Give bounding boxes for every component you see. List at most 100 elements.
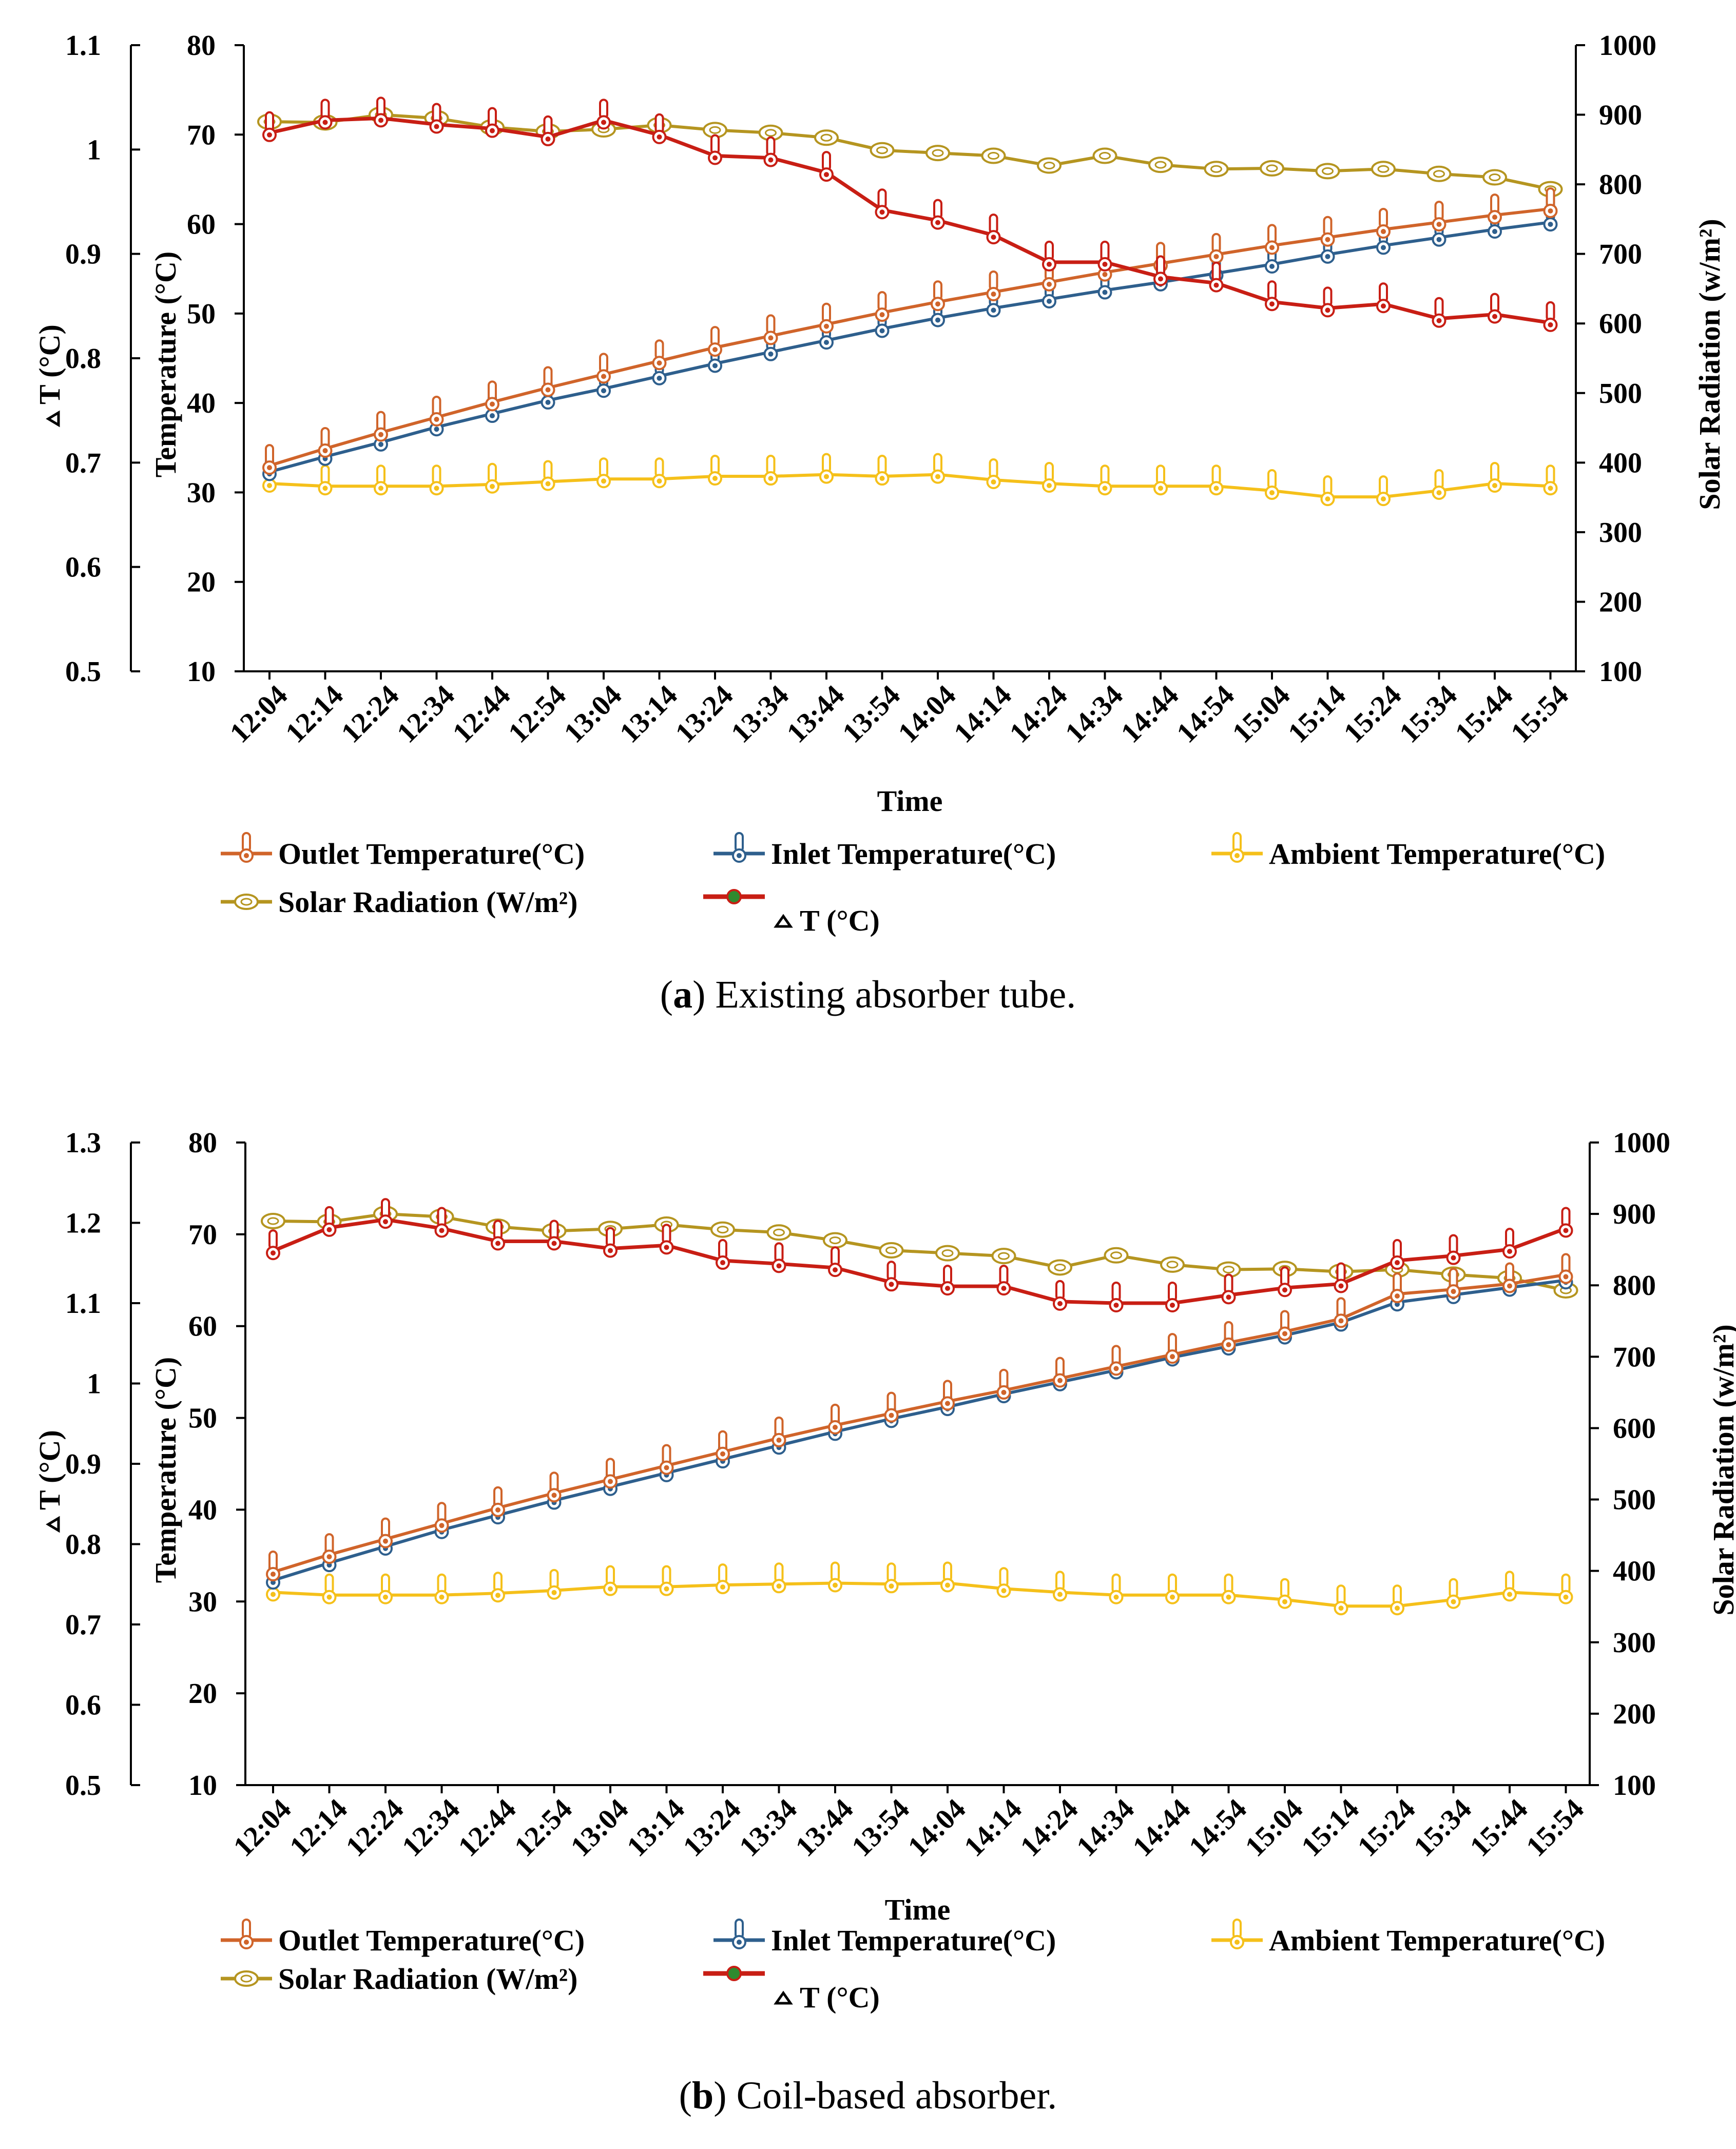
chart-a-point-outlet [1543, 187, 1558, 218]
chart-a-point-outlet [374, 411, 388, 442]
chart-a-point-outlet [1488, 193, 1502, 225]
chart-a-x-tick-label: 13:34 [725, 679, 795, 749]
chart-a-point-dt [763, 136, 778, 167]
chart-a-rad-axis-title: Solar Radiation (w/m²) [1693, 219, 1726, 510]
chart-b-point-dt [771, 1242, 786, 1273]
chart-a-point-ambient [596, 457, 611, 489]
chart-b-point-radiation [1048, 1259, 1072, 1276]
chart-a-point-dt [374, 96, 388, 128]
chart-b-line-inlet [273, 1279, 1566, 1582]
chart-a-point-ambient [652, 457, 667, 489]
chart-b-point-dt [1334, 1262, 1348, 1293]
chart-a-point-radiation [1315, 163, 1340, 180]
chart-b-point-ambient [828, 1561, 842, 1593]
chart-a-x-tick-label: 15:04 [1226, 679, 1296, 749]
chart-a-series-ambient [262, 453, 1558, 507]
chart-a-x-tick-label: 15:34 [1393, 679, 1463, 749]
caption-b: (b) Coil-based absorber. [679, 2074, 1057, 2117]
chart-b-point-dt [266, 1229, 280, 1261]
chart-a-point-radiation [1148, 157, 1173, 173]
chart-b-point-outlet [547, 1472, 562, 1503]
chart-b-point-ambient [1053, 1571, 1067, 1602]
chart-a-legend-ambient: Ambient Temperature(°C) [1211, 832, 1605, 870]
chart-b-rad-tick-label: 100 [1613, 1770, 1656, 1802]
chart-b-point-dt [884, 1261, 899, 1292]
chart-a-point-dt [1432, 297, 1446, 328]
chart-b-point-ambient [996, 1567, 1011, 1598]
chart-a-temp-tick-label: 50 [187, 298, 216, 330]
chart-a-legend-outlet: Outlet Temperature(°C) [221, 832, 585, 870]
chart-b-point-dt [716, 1239, 730, 1270]
chart-b-point-dt [603, 1227, 618, 1258]
chart-b-rad-tick-label: 300 [1613, 1627, 1656, 1659]
chart-a-point-ambient [541, 460, 555, 491]
chart-b-point-dt [828, 1246, 842, 1277]
chart-a-x-tick-label: 14:54 [1170, 679, 1240, 749]
chart-a-point-dt [541, 115, 555, 146]
chart-a-temp-axis-title: Temperature (°C) [149, 251, 182, 477]
chart-a-x-tick-label: 15:54 [1504, 679, 1574, 749]
chart-a-point-dt [986, 214, 1001, 245]
chart-b-point-dt [1390, 1239, 1404, 1270]
caption-b-letter: b [691, 2074, 714, 2117]
chart-a-temp-tick-label: 10 [187, 656, 216, 688]
chart-b-x-tick-label: 15:54 [1520, 1793, 1590, 1863]
chart-a-point-dt [708, 134, 722, 165]
chart-b-rad-tick-label: 900 [1613, 1198, 1656, 1230]
chart-b-point-dt [1502, 1228, 1517, 1259]
chart-b-point-outlet [322, 1533, 337, 1564]
chart-a-legend-ambient-marker [1230, 832, 1244, 863]
chart-b-dt-tick-label: 1.2 [65, 1208, 101, 1240]
chart-a-point-dt [262, 111, 277, 142]
chart-b-dt-axis-title: T (°C) [33, 1430, 66, 1533]
chart-a-x-tick-label: 13:04 [558, 679, 628, 749]
chart-b-point-dt [1278, 1266, 1292, 1298]
chart-b-point-ambient [1502, 1571, 1517, 1602]
chart-b-legend-inlet-label: Inlet Temperature(°C) [771, 1924, 1056, 1957]
chart-b-point-outlet [1109, 1345, 1124, 1376]
chart-a-point-dt [1265, 280, 1279, 312]
chart-a-rad-tick-label: 300 [1599, 517, 1642, 549]
chart-b-x-tick-label: 15:14 [1295, 1793, 1365, 1863]
chart-b-point-ambient [434, 1573, 449, 1604]
chart-b-temp-tick-label: 50 [188, 1403, 217, 1435]
chart-b-series-ambient [266, 1561, 1573, 1616]
chart-a-point-dt [1209, 261, 1224, 293]
chart-b-dt-tick-label: 1.1 [65, 1288, 101, 1320]
chart-a-point-dt [485, 107, 499, 138]
chart-a-point-radiation [703, 122, 727, 139]
chart-b-point-outlet [1390, 1272, 1404, 1304]
chart-a-line-outlet [269, 207, 1551, 468]
chart-b-point-dt [491, 1219, 505, 1251]
chart-b-point-dt [1558, 1207, 1573, 1238]
chart-a-x-tick-label: 12:04 [224, 679, 294, 749]
chart-b-dt-tick-label: 0.5 [65, 1770, 101, 1802]
chart-a-line-dt [269, 116, 1551, 325]
chart-b-legend-outlet-marker [239, 1919, 254, 1949]
chart-b-point-ambient [1165, 1573, 1180, 1604]
chart-a-x-tick-label: 12:14 [279, 679, 349, 749]
chart-a-series-dt [262, 96, 1558, 332]
chart-a-point-outlet [262, 444, 277, 475]
chart-b-rad-tick-label: 700 [1613, 1341, 1656, 1373]
chart-b-point-outlet [378, 1517, 393, 1548]
chart-b-line-ambient [273, 1581, 1566, 1608]
chart-b-temp-tick-label: 60 [188, 1311, 217, 1343]
chart-a-point-radiation [1092, 147, 1117, 164]
chart-b-point-dt [547, 1219, 562, 1251]
chart-b-legend-dt: T (°C) [703, 1966, 880, 2014]
chart-a-point-dt [931, 199, 945, 230]
chart-b-line-radiation [273, 1212, 1567, 1292]
chart-b-point-outlet [884, 1391, 899, 1423]
chart-a-legend: Outlet Temperature(°C) Inlet Temperature(… [221, 832, 1605, 937]
chart-b-series-dt [266, 1198, 1573, 1312]
chart-a-dt-tick-label: 0.5 [65, 656, 101, 688]
chart-b-point-ambient [1221, 1573, 1236, 1604]
chart-b-x-tick-label: 13:24 [677, 1793, 747, 1863]
chart-a-dt-tick-label: 1 [87, 134, 101, 166]
chart-a-point-outlet [318, 427, 333, 458]
chart-b-rad-tick-label: 200 [1613, 1698, 1656, 1730]
chart-a-point-ambient [485, 462, 499, 494]
chart-b-point-outlet [603, 1458, 618, 1489]
chart-b-point-ambient [322, 1573, 337, 1604]
